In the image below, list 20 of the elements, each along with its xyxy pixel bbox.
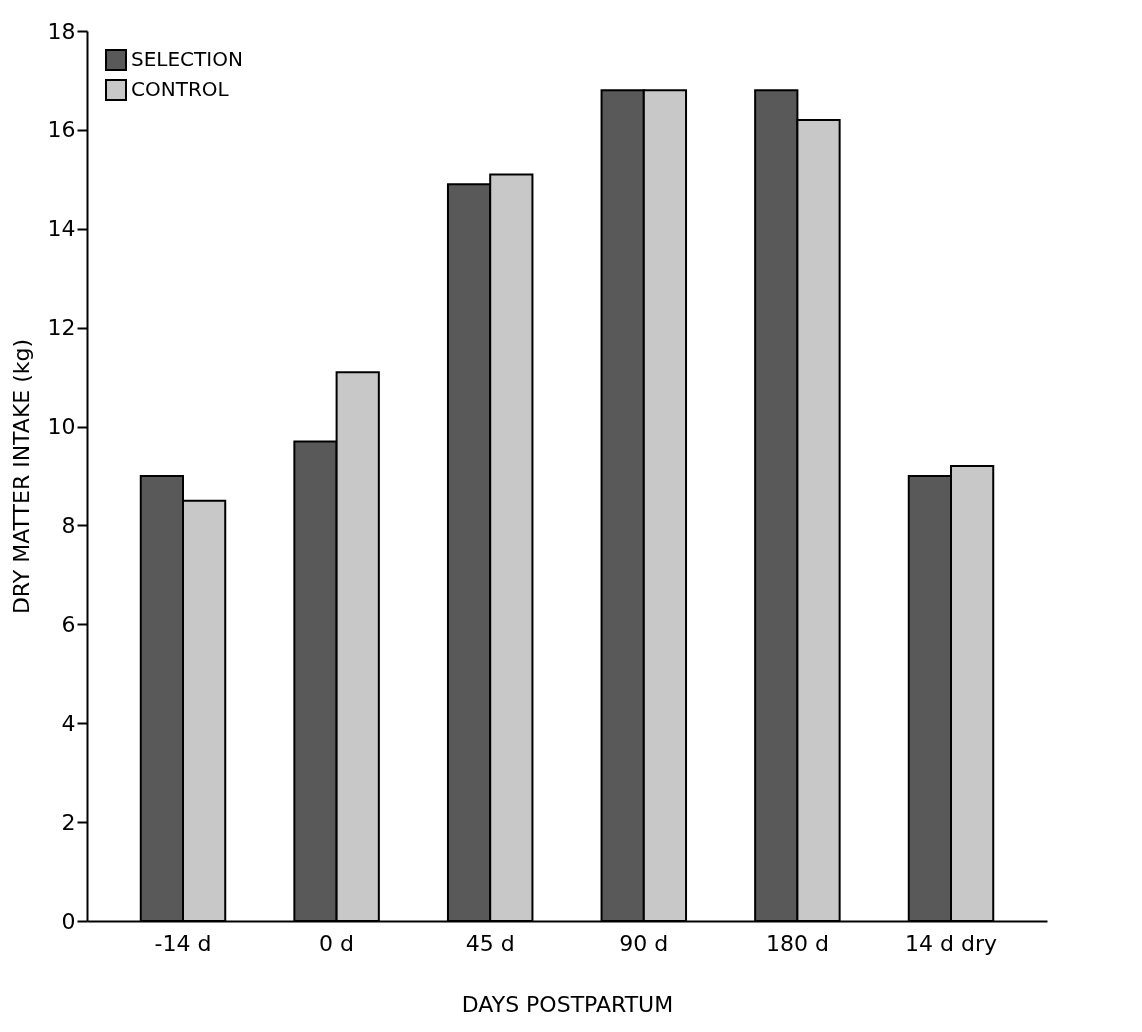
y-tick-label: 6 — [61, 611, 76, 637]
legend-label: CONTROL — [131, 77, 230, 101]
y-axis-title: DRY MATTER INTAKE (kg) — [8, 338, 34, 615]
y-tick-label: 8 — [61, 512, 76, 538]
x-axis-title: DAYS POSTPARTUM — [461, 991, 674, 1017]
y-tick-label: 12 — [47, 315, 76, 341]
y-tick-label: 2 — [61, 809, 76, 835]
x-tick-label: 180 d — [765, 930, 829, 956]
y-tick-label: 4 — [61, 710, 76, 736]
x-tick-label: 90 d — [619, 930, 669, 956]
x-tick-label: 45 d — [465, 930, 515, 956]
y-tick-label: 18 — [47, 18, 76, 44]
y-tick-label: 16 — [47, 117, 76, 143]
y-tick-label: 0 — [61, 908, 76, 934]
y-tick-label: 10 — [47, 414, 76, 440]
x-tick-label: 14 d dry — [905, 930, 997, 956]
x-tick-label: 0 d — [319, 930, 355, 956]
legend-label: SELECTION — [131, 47, 243, 71]
y-tick-label: 14 — [47, 216, 76, 242]
x-tick-label: -14 d — [154, 930, 212, 956]
